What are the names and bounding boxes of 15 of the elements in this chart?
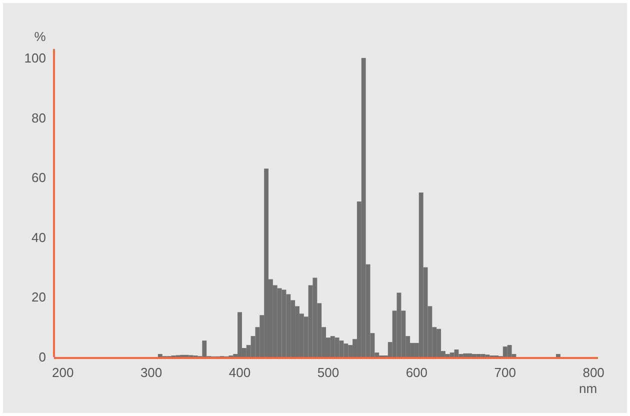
- x-tick-label: 500: [317, 365, 340, 380]
- y-tick-label: 60: [32, 170, 46, 186]
- x-tick-label: 600: [406, 365, 428, 380]
- y-axis-title: %: [34, 29, 46, 44]
- y-tick-label: 100: [24, 50, 46, 66]
- x-tick-label: 700: [494, 365, 516, 380]
- x-axis-title: nm: [578, 381, 598, 396]
- x-tick-label: 800: [582, 365, 604, 380]
- y-tick-label: 40: [32, 230, 46, 245]
- y-tick-label: 80: [32, 110, 46, 126]
- x-tick-label: 400: [228, 365, 251, 380]
- x-tick-label: 300: [140, 365, 162, 380]
- x-tick-label: 200: [52, 365, 74, 380]
- y-tick-label: 20: [32, 290, 46, 305]
- y-tick-label: 0: [38, 350, 46, 365]
